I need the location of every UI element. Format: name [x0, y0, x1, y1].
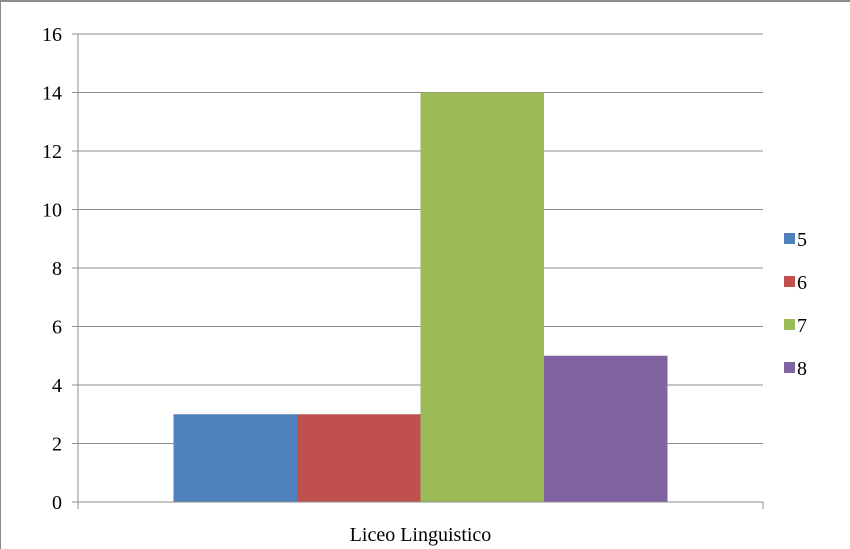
- y-tick-label: 2: [52, 434, 62, 456]
- legend-swatch-5: [784, 233, 795, 244]
- bar-series-5: [173, 414, 297, 502]
- legend-label: 7: [797, 315, 807, 337]
- y-tick-label: 0: [52, 492, 62, 514]
- y-tick-label: 16: [42, 24, 62, 46]
- legend-label: 6: [797, 272, 807, 294]
- bar-series-6: [297, 414, 421, 502]
- y-tick-label: 10: [42, 200, 62, 222]
- legend-swatch-8: [784, 362, 795, 373]
- y-tick-label: 4: [52, 375, 62, 397]
- bar-series-8: [544, 355, 668, 502]
- legend-label: 5: [797, 229, 807, 251]
- y-tick-label: 6: [52, 317, 62, 339]
- legend: 5 6 7 8: [784, 229, 807, 380]
- legend-label: 8: [797, 358, 807, 380]
- x-axis-category-labels: Liceo Linguistico: [350, 524, 492, 546]
- y-tick-label: 8: [52, 258, 62, 280]
- bars: [173, 92, 668, 502]
- y-tick-label: 12: [42, 141, 62, 163]
- x-category-label: Liceo Linguistico: [350, 524, 492, 546]
- legend-swatch-7: [784, 319, 795, 330]
- legend-swatch-6: [784, 276, 795, 287]
- y-tick-label: 14: [42, 83, 62, 105]
- bar-series-7: [420, 92, 544, 502]
- x-axis-ticks: [77, 502, 764, 509]
- y-axis-tick-labels: 0 2 4 6 8 10 12 14 16: [42, 24, 62, 514]
